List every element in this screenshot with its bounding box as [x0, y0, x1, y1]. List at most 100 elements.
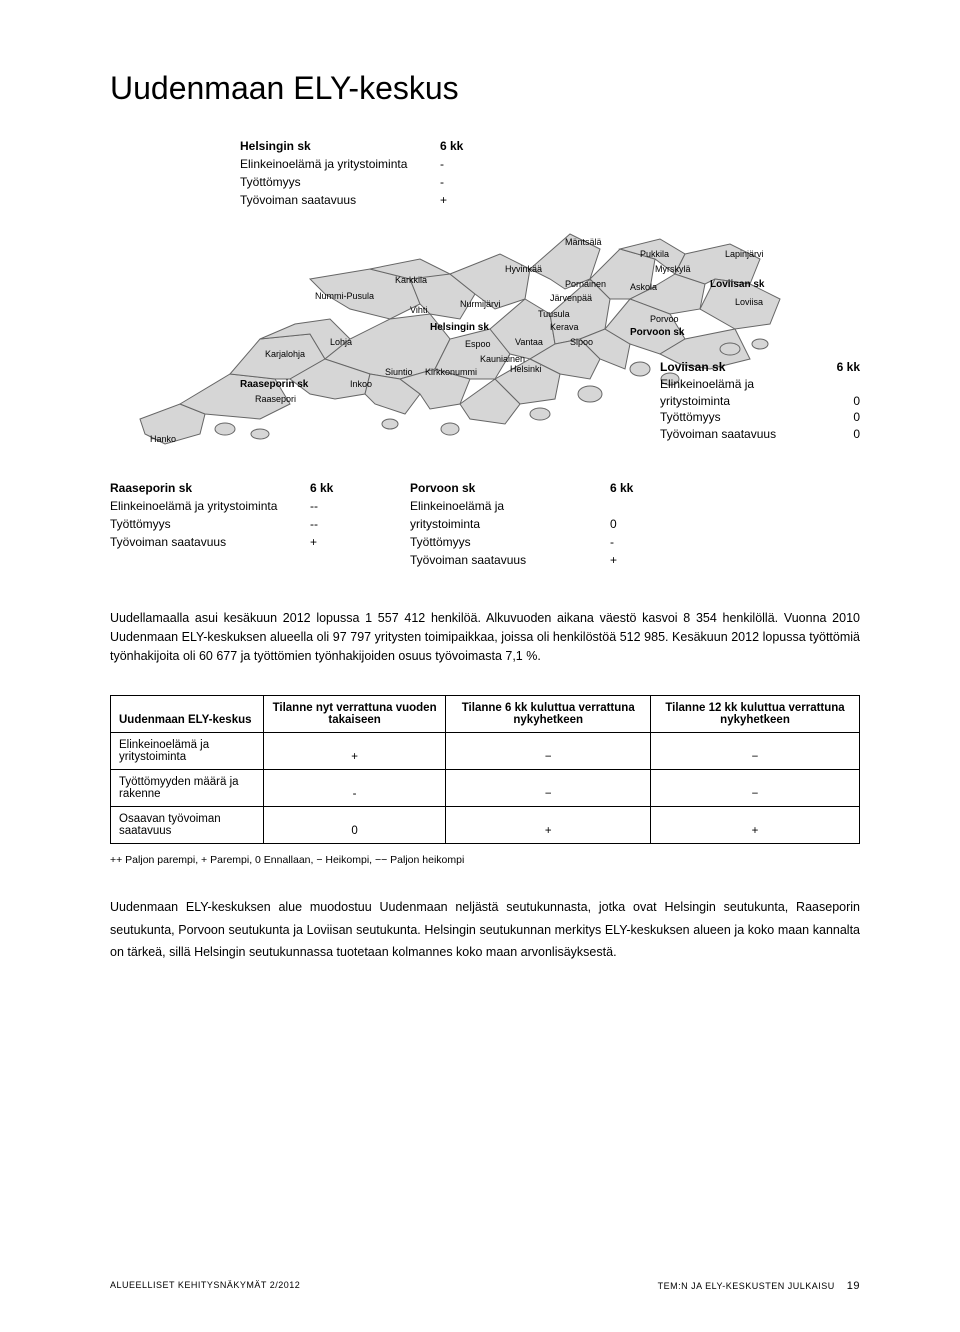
td: −: [446, 733, 651, 770]
map-label: Pukkila: [640, 249, 669, 259]
legend: ++ Paljon parempi, + Parempi, 0 Ennallaa…: [110, 854, 860, 866]
map-label: Espoo: [465, 339, 491, 349]
paragraph-2: Uudenmaan ELY-keskuksen alue muodostuu U…: [110, 896, 860, 964]
metric-label: Työvoiman saatavuus: [110, 533, 310, 551]
metric-val: +: [610, 551, 650, 569]
map-label: Karjalohja: [265, 349, 305, 359]
map-label: Mäntsälä: [565, 237, 602, 247]
metric-label: Elinkeinoelämä ja: [410, 497, 610, 515]
td: +: [651, 807, 860, 844]
map-label: Askola: [630, 282, 657, 292]
th: Tilanne nyt verrattuna vuoden takaiseen: [263, 696, 446, 733]
loviisa-name: Loviisan sk: [660, 359, 725, 376]
map-label: Siuntio: [385, 367, 413, 377]
loviisa-period: 6 kk: [837, 359, 860, 376]
map-label: Hanko: [150, 434, 176, 444]
table-row: Elinkeinoelämä ja yritystoiminta + − −: [111, 733, 860, 770]
map-label: Nurmijärvi: [460, 299, 501, 309]
metric-label: Työttömyys: [660, 409, 721, 426]
metric-label: Elinkeinoelämä ja yritystoiminta: [240, 155, 440, 173]
th: Tilanne 6 kk kuluttua verrattuna nykyhet…: [446, 696, 651, 733]
map-label: Lohja: [330, 337, 352, 347]
map-label: Kirkkonummi: [425, 367, 477, 377]
metric-label: Elinkeinoelämä ja yritystoiminta: [110, 497, 310, 515]
raasepori-period: 6 kk: [310, 479, 350, 497]
metric-label: Työvoiman saatavuus: [240, 191, 440, 209]
map-label: Tuusula: [538, 309, 570, 319]
metric-val: +: [310, 533, 350, 551]
map-label: Raasepori: [255, 394, 296, 404]
map-label: Porvoon sk: [630, 327, 684, 338]
td: 0: [263, 807, 446, 844]
metric-val: --: [310, 497, 350, 515]
map-label: Helsinki: [510, 364, 542, 374]
metric-val: -: [440, 173, 480, 191]
lower-blocks: Raaseporin sk 6 kk Elinkeinoelämä ja yri…: [110, 479, 860, 569]
paragraph-1: Uudellamaalla asui kesäkuun 2012 lopussa…: [110, 609, 860, 665]
map-label: Hyvinkää: [505, 264, 542, 274]
metric-label: Työttömyys: [240, 173, 440, 191]
map-label: Vantaa: [515, 337, 543, 347]
map-label: Kauniainen: [480, 354, 525, 364]
th: Uudenmaan ELY-keskus: [111, 696, 264, 733]
metric-val: +: [440, 191, 480, 209]
map-label: Raaseporin sk: [240, 379, 308, 390]
map-label: Kerava: [550, 322, 579, 332]
td: +: [263, 733, 446, 770]
page-footer: ALUEELLISET KEHITYSNÄKYMÄT 2/2012 TEM:N …: [110, 1280, 860, 1292]
metric-val: -: [610, 533, 650, 551]
map-label: Helsingin sk: [430, 322, 489, 333]
metric-label: yritystoiminta: [660, 393, 730, 410]
td: Työttömyyden määrä ja rakenne: [111, 770, 264, 807]
footer-right: TEM:N JA ELY-KESKUSTEN JULKAISU: [658, 1281, 835, 1291]
metric-val: [610, 497, 650, 515]
region-map: Mäntsälä Pukkila Lapinjärvi Hyvinkää Myrskyl…: [110, 219, 860, 459]
td: −: [446, 770, 651, 807]
table-row: Osaavan työvoiman saatavuus 0 + +: [111, 807, 860, 844]
page-number: 19: [847, 1280, 860, 1292]
raasepori-block: Raaseporin sk 6 kk Elinkeinoelämä ja yri…: [110, 479, 350, 569]
metric-val: -: [440, 155, 480, 173]
footer-left: ALUEELLISET KEHITYSNÄKYMÄT 2/2012: [110, 1280, 300, 1292]
raasepori-name: Raaseporin sk: [110, 479, 310, 497]
map-label: Sipoo: [570, 337, 593, 347]
map-label: Karkkila: [395, 275, 427, 285]
helsinki-period: 6 kk: [440, 137, 480, 155]
td: +: [446, 807, 651, 844]
map-label: Vihti: [410, 305, 427, 315]
map-label: Loviisa: [735, 297, 763, 307]
metric-val: 0: [853, 426, 860, 443]
porvoo-name: Porvoon sk: [410, 479, 610, 497]
td: Osaavan työvoiman saatavuus: [111, 807, 264, 844]
map-label: Lapinjärvi: [725, 249, 764, 259]
helsinki-name: Helsingin sk: [240, 137, 440, 155]
map-label: Porvoo: [650, 314, 679, 324]
metric-val: 0: [610, 515, 650, 533]
helsinki-block: Helsingin sk 6 kk Elinkeinoelämä ja yrit…: [240, 137, 860, 209]
loviisa-block: Loviisan sk 6 kk Elinkeinoelämä ja yrity…: [660, 359, 860, 443]
td: −: [651, 733, 860, 770]
metric-label: Elinkeinoelämä ja: [660, 376, 754, 393]
metric-label: Työvoiman saatavuus: [410, 551, 610, 569]
table-row: Työttömyyden määrä ja rakenne - − −: [111, 770, 860, 807]
page-title: Uudenmaan ELY-keskus: [110, 70, 860, 107]
map-label: Pornainen: [565, 279, 606, 289]
metric-val: 0: [853, 409, 860, 426]
map-label: Järvenpää: [550, 293, 592, 303]
th: Tilanne 12 kk kuluttua verrattuna nykyhe…: [651, 696, 860, 733]
summary-table: Uudenmaan ELY-keskus Tilanne nyt verratt…: [110, 695, 860, 844]
map-label: Myrskylä: [655, 264, 691, 274]
metric-val: --: [310, 515, 350, 533]
metric-label: Työvoiman saatavuus: [660, 426, 776, 443]
map-label: Inkoo: [350, 379, 372, 389]
metric-val: 0: [853, 393, 860, 410]
td: Elinkeinoelämä ja yritystoiminta: [111, 733, 264, 770]
metric-label: Työttömyys: [110, 515, 310, 533]
metric-label: yritystoiminta: [410, 515, 610, 533]
map-label: Loviisan sk: [710, 279, 764, 290]
porvoo-block: Porvoon sk 6 kk Elinkeinoelämä ja yritys…: [410, 479, 650, 569]
porvoo-period: 6 kk: [610, 479, 650, 497]
map-label: Nummi-Pusula: [315, 291, 374, 301]
metric-label: Työttömyys: [410, 533, 610, 551]
td: −: [651, 770, 860, 807]
